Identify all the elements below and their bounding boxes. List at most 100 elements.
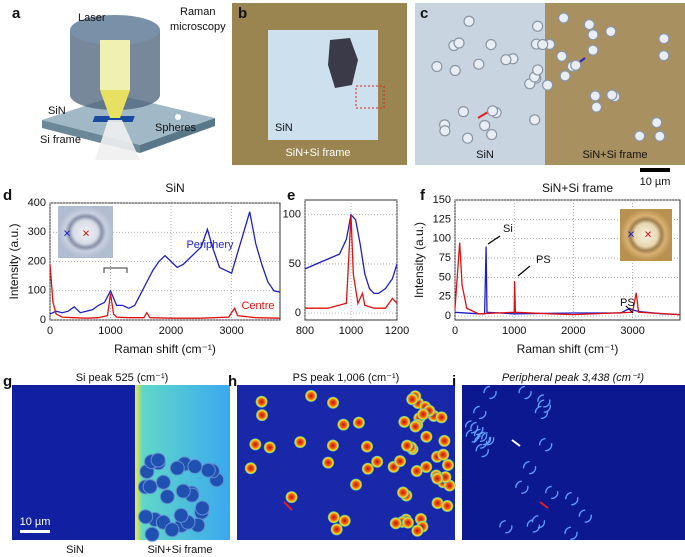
sphere (155, 474, 171, 490)
sphere (159, 489, 175, 505)
sphere (200, 462, 216, 478)
y-tick-label: 50 (289, 258, 301, 270)
sphere (606, 89, 618, 101)
sphere (464, 420, 479, 434)
sphere (294, 436, 307, 449)
panel-label: g (3, 373, 12, 390)
sphere (349, 478, 362, 491)
label: SiN (66, 544, 84, 556)
label: microscopy (170, 21, 226, 33)
sphere (500, 54, 512, 66)
sphere (453, 37, 465, 49)
annotation: PS (620, 297, 635, 309)
sphere (534, 405, 549, 420)
marker: × (82, 225, 90, 240)
annotation-arrow (517, 265, 531, 277)
spectrum-line (49, 211, 281, 315)
y-tick-label: 100 (28, 285, 46, 297)
panel-label: e (287, 187, 295, 204)
sphere (338, 514, 351, 527)
sphere (417, 408, 430, 421)
y-tick-label: 400 (28, 197, 46, 209)
sphere (461, 132, 474, 144)
sphere (537, 399, 552, 413)
scale-bar-label: 10 µm (20, 516, 51, 528)
sphere (518, 385, 532, 400)
x-axis-label: Raman shift (cm⁻¹) (114, 342, 216, 356)
series-label: Centre (241, 300, 274, 312)
sphere (564, 526, 578, 540)
y-tick-label: 50 (439, 271, 451, 283)
y-tick-label: 100 (433, 233, 451, 245)
y-axis-label: Intensity (a.u.) (7, 223, 21, 299)
sphere (326, 439, 339, 452)
sphere (435, 411, 448, 424)
sphere (439, 125, 451, 137)
x-tick-label: 2000 (561, 325, 585, 337)
sphere (401, 516, 414, 529)
sphere (587, 44, 599, 56)
sphere (537, 394, 551, 408)
series-label: Periphery (186, 239, 234, 251)
sphere (437, 448, 450, 461)
sphere (352, 416, 365, 429)
y-tick-label: 150 (433, 194, 451, 206)
sphere (371, 455, 384, 468)
spectrum-line (49, 264, 281, 319)
sphere (475, 443, 489, 458)
sphere (249, 438, 262, 451)
sphere (481, 432, 495, 446)
sphere (255, 395, 268, 408)
y-tick-label: 125 (433, 213, 451, 225)
sphere (420, 460, 433, 473)
sphere (605, 25, 617, 38)
sphere (457, 106, 469, 118)
bracket (103, 267, 128, 273)
sphere (542, 79, 554, 91)
panel-label: f (420, 187, 426, 204)
y-tick-label: 75 (439, 252, 451, 264)
sphere (522, 460, 537, 475)
marker: × (63, 225, 71, 240)
sphere (410, 465, 423, 478)
sphere (531, 20, 544, 32)
label: SiN (476, 149, 494, 161)
sphere (651, 116, 663, 129)
panel-c-image (415, 3, 685, 172)
sphere (658, 33, 670, 45)
x-tick-label: 1000 (502, 325, 526, 337)
panel-b-image (232, 3, 407, 165)
sphere (406, 393, 419, 406)
annotation: Si (503, 223, 513, 235)
inset-image (58, 206, 113, 258)
sphere (473, 405, 487, 420)
label: Spheres (155, 122, 196, 134)
sphere (361, 440, 374, 453)
panel-label: a (12, 5, 21, 22)
sphere (263, 441, 276, 454)
sphere (658, 50, 670, 62)
sphere (570, 59, 582, 71)
x-axis-label: Raman shift (cm⁻¹) (517, 342, 619, 356)
panel-label: d (3, 187, 12, 204)
x-tick-label: 0 (452, 325, 458, 337)
sphere (537, 38, 549, 51)
panel-g-image (12, 385, 230, 542)
panel-title: Peripheral peak 3,438 (cm⁻¹) (502, 372, 644, 384)
sphere (175, 483, 191, 499)
sphere (389, 517, 402, 530)
sphere (144, 526, 160, 542)
panel-label: c (420, 5, 428, 22)
sphere (361, 462, 374, 475)
panel-title: Si peak 525 (cm⁻¹) (76, 372, 169, 384)
sphere (558, 12, 570, 24)
label: SiN (48, 105, 66, 117)
marker: × (644, 226, 652, 241)
sphere (305, 389, 318, 402)
label: SiN+Si frame (582, 149, 647, 161)
x-tick-label: 0 (47, 325, 53, 337)
panel-label: i (452, 373, 456, 390)
y-tick-label: 0 (40, 314, 46, 326)
sphere (539, 437, 553, 452)
sphere (327, 511, 340, 524)
